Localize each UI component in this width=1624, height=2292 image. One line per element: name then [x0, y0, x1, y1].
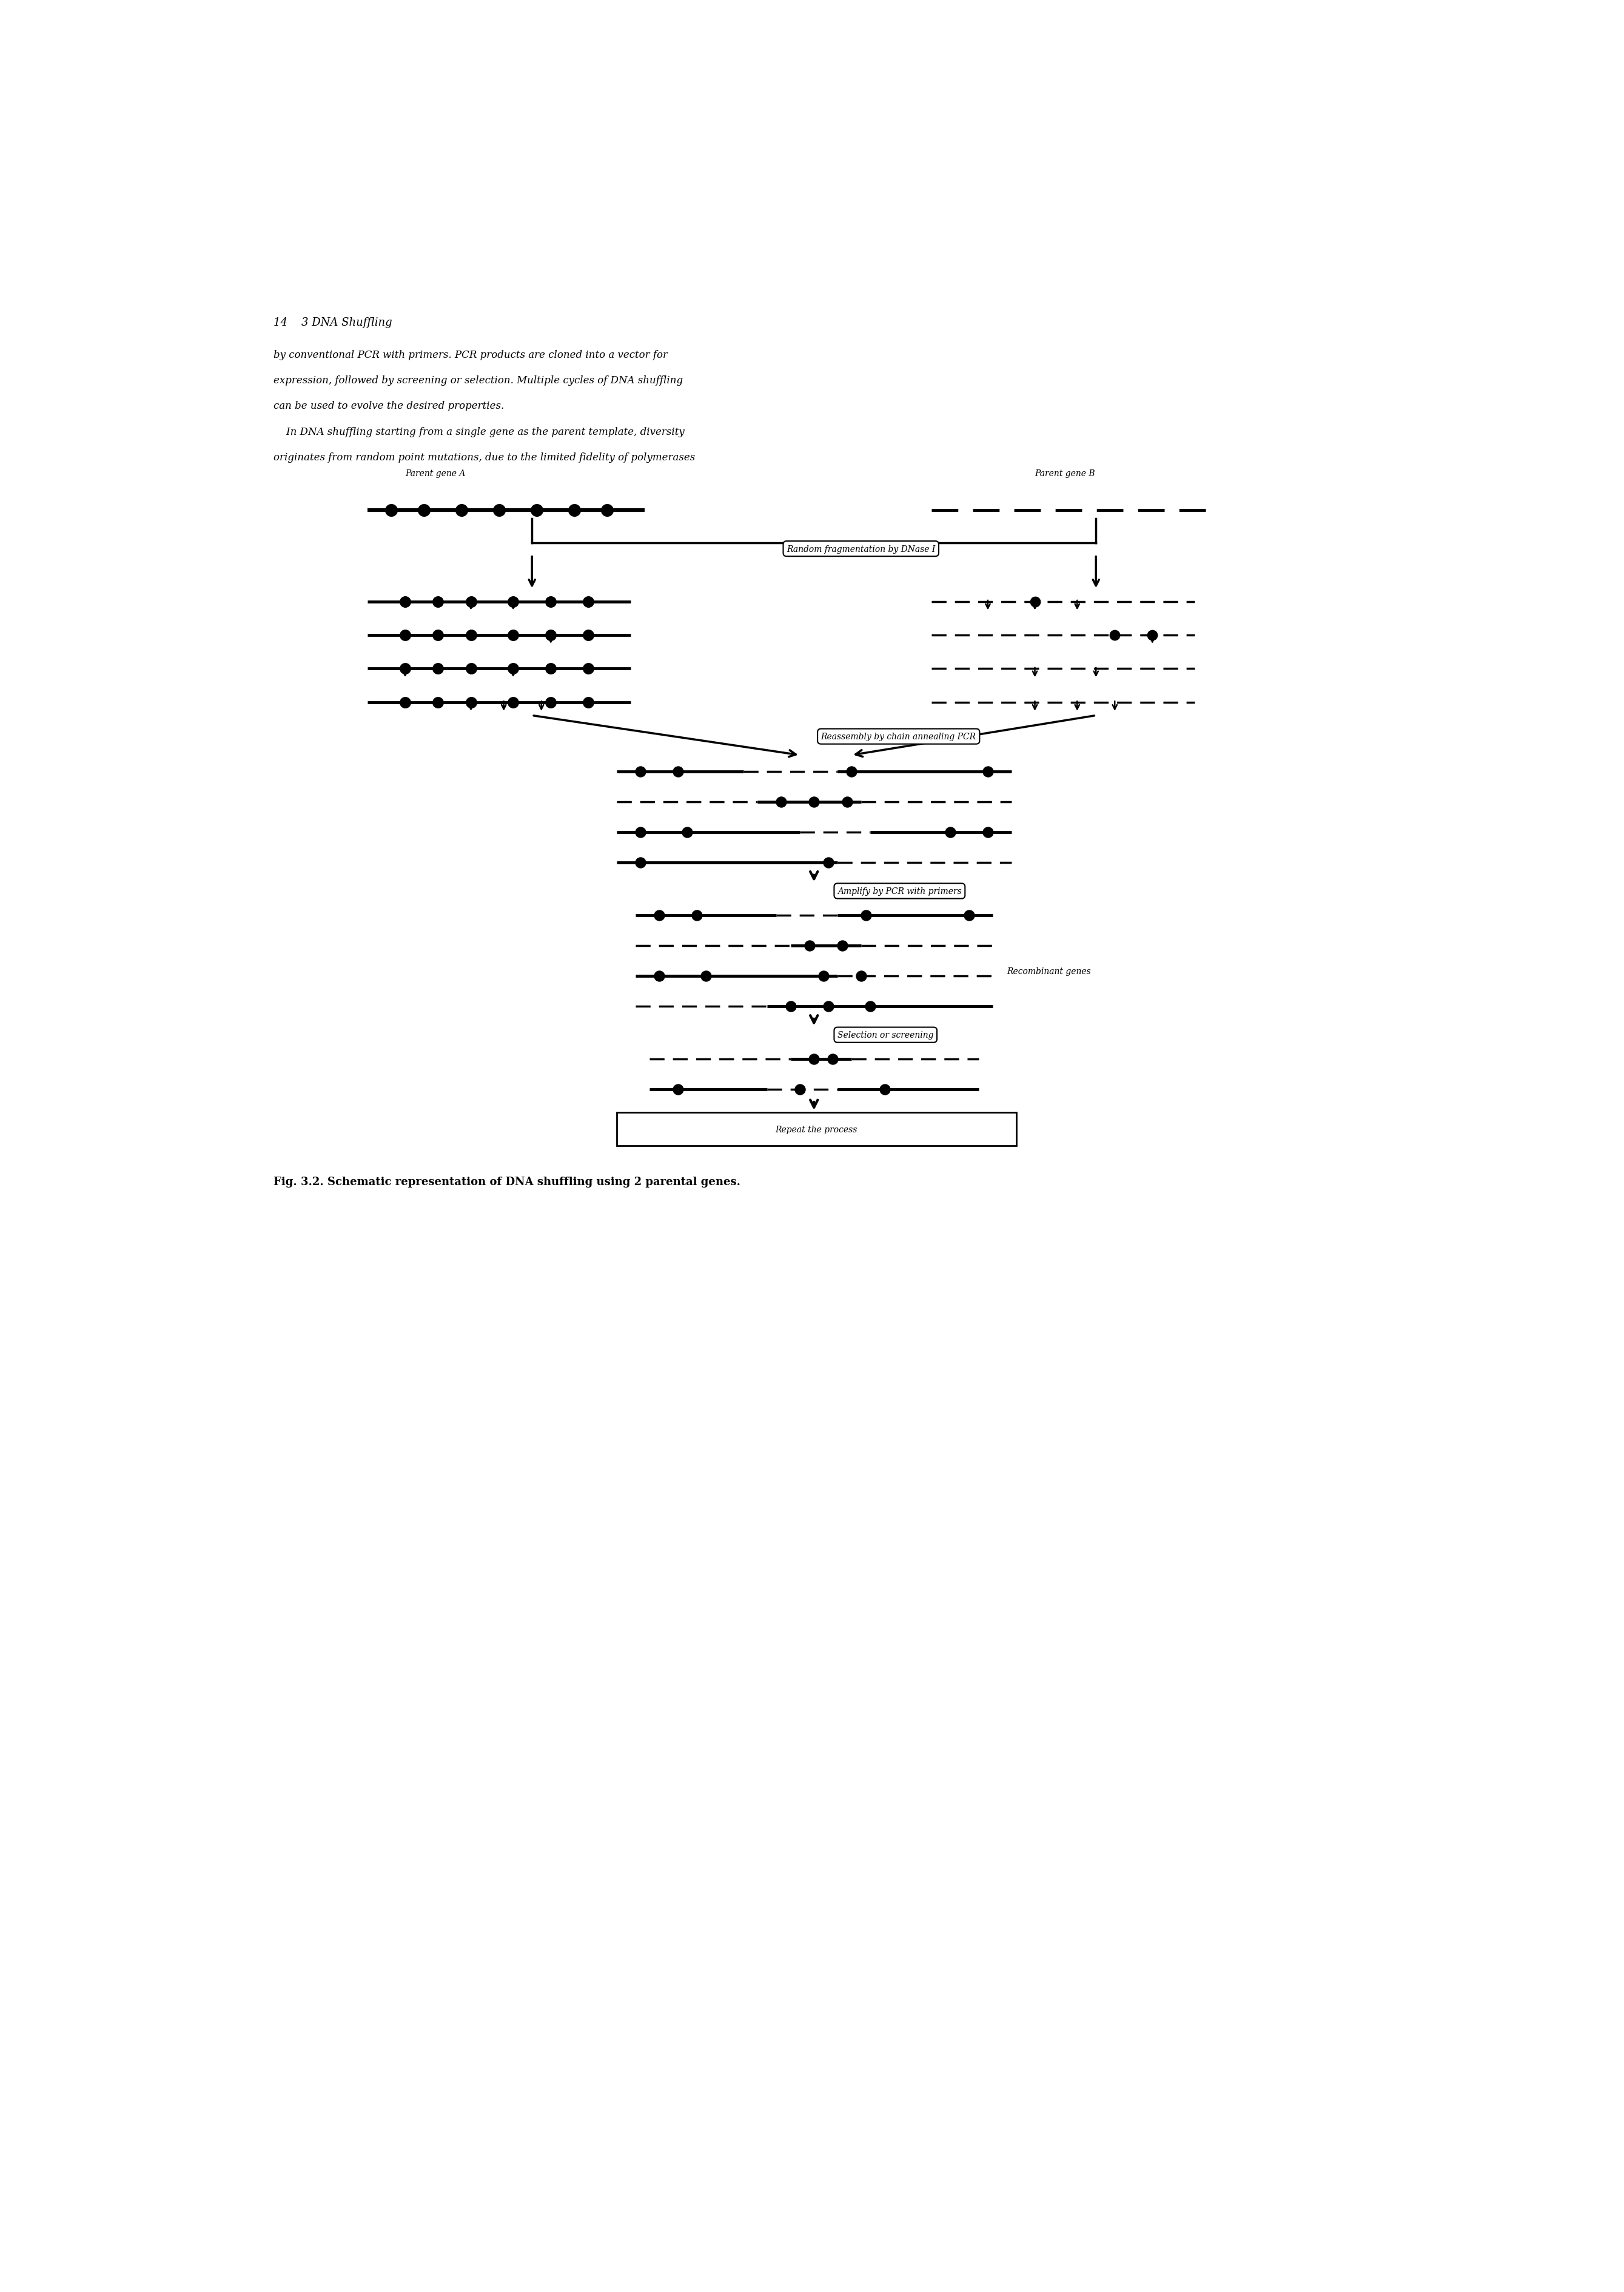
Text: Reassembly by chain annealing PCR: Reassembly by chain annealing PCR: [820, 733, 976, 740]
Point: [801, 784, 827, 821]
Point: [838, 754, 864, 791]
Point: [853, 896, 879, 933]
Point: [857, 988, 883, 1025]
Point: [391, 685, 417, 722]
Point: [425, 651, 451, 688]
Point: [458, 617, 484, 653]
Point: [820, 1041, 846, 1077]
Point: [523, 493, 549, 529]
Bar: [617, 1112, 1017, 1146]
Point: [801, 1041, 827, 1077]
Point: [458, 584, 484, 621]
Point: [458, 651, 484, 688]
Point: [788, 1070, 814, 1107]
Point: [974, 814, 1000, 850]
Point: [538, 584, 564, 621]
Text: Parent gene B: Parent gene B: [1034, 470, 1095, 477]
Point: [778, 988, 804, 1025]
Point: [684, 896, 710, 933]
Point: [575, 584, 601, 621]
Point: [1021, 584, 1047, 621]
Point: [627, 843, 653, 880]
Text: by conventional PCR with primers. PCR products are cloned into a vector for: by conventional PCR with primers. PCR pr…: [273, 351, 667, 360]
Point: [833, 784, 859, 821]
Text: Amplify by PCR with primers: Amplify by PCR with primers: [838, 887, 961, 896]
Point: [693, 958, 719, 995]
Point: [575, 685, 601, 722]
Point: [848, 958, 874, 995]
Point: [562, 493, 588, 529]
Point: [830, 928, 856, 965]
Text: expression, followed by screening or selection. Multiple cycles of DNA shuffling: expression, followed by screening or sel…: [273, 376, 684, 385]
Text: can be used to evolve the desired properties.: can be used to evolve the desired proper…: [273, 401, 503, 410]
Point: [627, 754, 653, 791]
Text: Random fragmentation by DNase I: Random fragmentation by DNase I: [786, 545, 935, 552]
Point: [448, 493, 474, 529]
Point: [425, 685, 451, 722]
Point: [594, 493, 620, 529]
Point: [974, 754, 1000, 791]
Point: [391, 584, 417, 621]
Point: [425, 584, 451, 621]
Point: [815, 843, 841, 880]
Point: [538, 685, 564, 722]
Text: originates from random point mutations, due to the limited fidelity of polymeras: originates from random point mutations, …: [273, 452, 695, 463]
Point: [627, 814, 653, 850]
Point: [815, 988, 841, 1025]
Point: [1140, 617, 1166, 653]
Point: [378, 493, 404, 529]
Point: [768, 784, 794, 821]
Point: [575, 617, 601, 653]
Point: [391, 651, 417, 688]
Point: [1101, 617, 1127, 653]
Point: [796, 928, 822, 965]
Point: [500, 584, 526, 621]
Point: [458, 685, 484, 722]
Text: Fig. 3.2. Schematic representation of DNA shuffling using 2 parental genes.: Fig. 3.2. Schematic representation of DN…: [273, 1176, 741, 1187]
Point: [957, 896, 983, 933]
Text: Repeat the process: Repeat the process: [775, 1125, 857, 1135]
Point: [391, 617, 417, 653]
Point: [538, 651, 564, 688]
Point: [937, 814, 963, 850]
Text: Parent gene A: Parent gene A: [404, 470, 466, 477]
Point: [646, 958, 672, 995]
Point: [411, 493, 437, 529]
Point: [646, 896, 672, 933]
Point: [500, 617, 526, 653]
Point: [500, 651, 526, 688]
Text: Recombinant genes: Recombinant genes: [1007, 967, 1091, 976]
Text: In DNA shuffling starting from a single gene as the parent template, diversity: In DNA shuffling starting from a single …: [273, 426, 684, 438]
Point: [664, 1070, 690, 1107]
Point: [500, 685, 526, 722]
Point: [425, 617, 451, 653]
Point: [486, 493, 512, 529]
Point: [810, 958, 836, 995]
Point: [674, 814, 700, 850]
Point: [538, 617, 564, 653]
Text: 14    3 DNA Shuffling: 14 3 DNA Shuffling: [273, 316, 391, 328]
Point: [575, 651, 601, 688]
Point: [872, 1070, 898, 1107]
Text: Selection or screening: Selection or screening: [838, 1031, 934, 1038]
Point: [664, 754, 690, 791]
